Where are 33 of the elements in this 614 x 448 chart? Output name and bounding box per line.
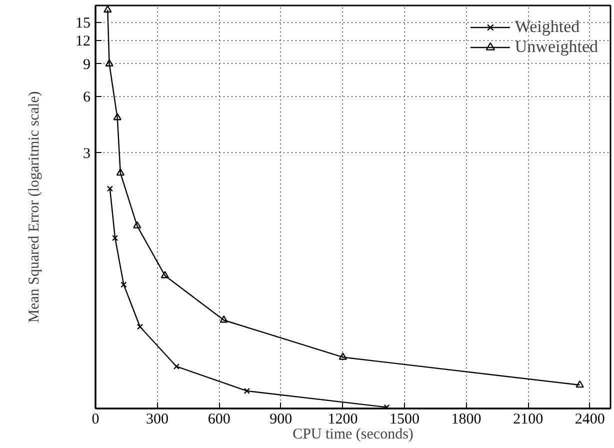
point xyxy=(136,324,144,330)
point xyxy=(244,388,250,394)
point xyxy=(113,112,122,120)
point xyxy=(104,6,112,13)
legend-label: Weighted xyxy=(514,17,580,37)
y-tick-label: 6 xyxy=(83,90,91,106)
point xyxy=(120,282,127,288)
point xyxy=(338,352,348,360)
x-tick-label: 300 xyxy=(146,412,169,428)
y-axis-title: Mean Squared Error (logaritmic scale) xyxy=(26,91,42,323)
x-tick-label: 1200 xyxy=(328,412,358,428)
y-tick-label: 9 xyxy=(83,56,90,73)
point xyxy=(116,168,125,176)
point xyxy=(576,380,584,388)
x-axis-title: CPU time (seconds) xyxy=(292,426,414,442)
point xyxy=(105,59,114,67)
x-tick-label: 2100 xyxy=(513,412,544,428)
y-tick-label: 3 xyxy=(83,146,90,162)
point xyxy=(112,234,118,242)
y-tick-label: 12 xyxy=(76,34,90,50)
point xyxy=(133,221,142,228)
x-tick-label: 600 xyxy=(208,412,230,428)
y-tick-label: 15 xyxy=(76,15,90,32)
point xyxy=(106,186,113,192)
point xyxy=(173,363,180,370)
x-tick-label: 1500 xyxy=(390,412,420,428)
x-tick-label: 1800 xyxy=(451,412,482,428)
x-tick-label: 0 xyxy=(92,412,100,428)
x-tick-label: 900 xyxy=(270,412,292,428)
point xyxy=(160,270,170,278)
point xyxy=(220,315,228,323)
legend-label: Unweighted xyxy=(514,37,598,57)
x-tick-label: 2400 xyxy=(574,412,605,428)
